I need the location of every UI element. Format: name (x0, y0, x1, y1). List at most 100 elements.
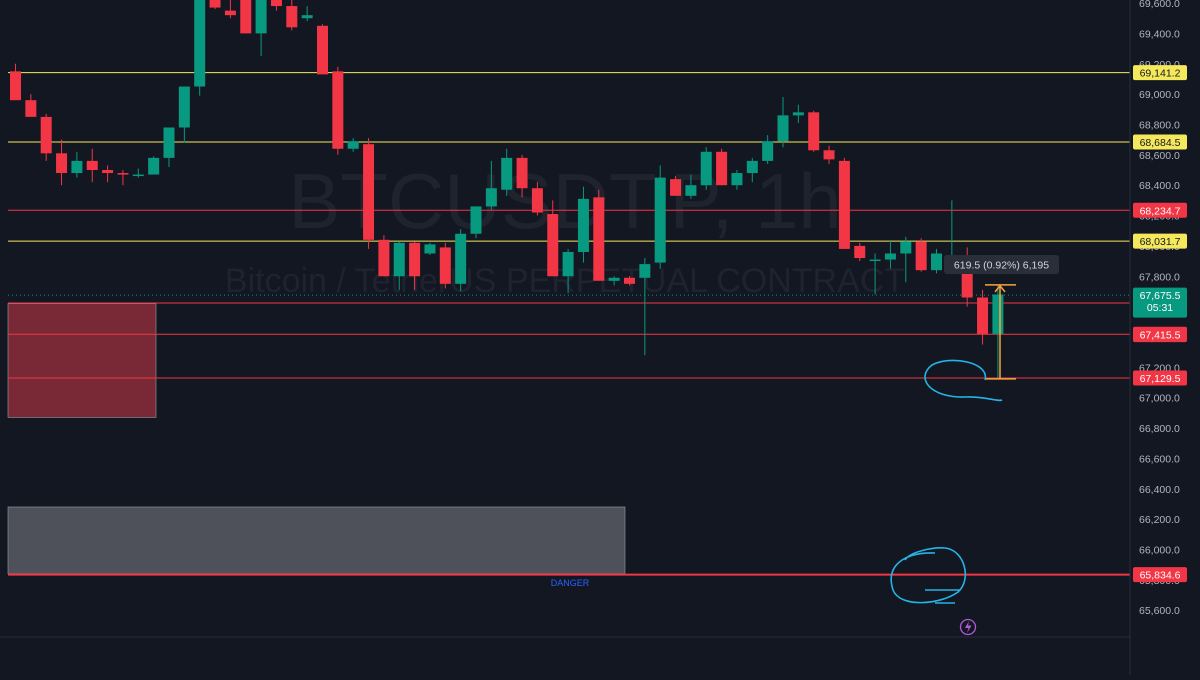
candle-51[interactable] (792, 104, 804, 123)
candle-63[interactable] (977, 289, 989, 345)
measure-tooltip: 619.5 (0.92%) 6,195 (944, 255, 1059, 274)
candle-10[interactable] (163, 127, 175, 167)
annotation-circle-lower (890, 547, 967, 604)
candle-body-44 (685, 185, 697, 196)
y-tick-label: 68,600.0 (1139, 150, 1180, 162)
zone-box-1[interactable] (7, 506, 626, 575)
candle-19[interactable] (301, 6, 313, 22)
candle-35[interactable] (547, 200, 559, 277)
candle-20[interactable] (317, 24, 328, 75)
candle-body-20 (317, 25, 328, 75)
candle-45[interactable] (700, 147, 712, 190)
candle-58[interactable] (900, 236, 912, 283)
candle-31[interactable] (485, 160, 497, 210)
measure-tooltip-bg (944, 255, 1059, 274)
candle-body-19 (301, 15, 313, 19)
candle-body-41 (639, 264, 651, 278)
candle-body-39 (608, 277, 620, 281)
candle-64[interactable] (992, 285, 1004, 378)
candle-21[interactable] (332, 66, 344, 155)
annotation-circle-upper (924, 359, 1003, 402)
candle-body-51 (792, 112, 804, 116)
candle-37[interactable] (577, 186, 589, 263)
candle-40[interactable] (624, 276, 635, 286)
candle-49[interactable] (762, 135, 774, 164)
y-tick-label: 66,600.0 (1139, 453, 1180, 465)
candle-59[interactable] (915, 238, 927, 272)
candle-42[interactable] (654, 165, 666, 269)
candle-16[interactable] (255, 0, 267, 57)
candle-48[interactable] (746, 157, 758, 183)
symbol-watermark: BTCUSDT.P, 1h Bitcoin / TetherUS PERPETU… (225, 157, 905, 300)
candle-5[interactable] (86, 148, 98, 183)
candle-body-36 (562, 251, 574, 277)
candle-60[interactable] (931, 248, 942, 274)
measure-arrow-head (994, 284, 1006, 293)
lightning-icon[interactable] (959, 618, 977, 636)
candle-6[interactable] (102, 165, 114, 183)
candle-43[interactable] (670, 176, 682, 196)
candle-56[interactable] (869, 253, 881, 295)
candle-30[interactable] (470, 206, 482, 239)
candle-27[interactable] (424, 242, 436, 256)
candle-17[interactable] (270, 0, 282, 11)
candle-44[interactable] (685, 174, 697, 199)
candle-13[interactable] (209, 0, 221, 10)
candle-23[interactable] (363, 138, 375, 249)
candle-body-30 (470, 206, 482, 234)
candle-11[interactable] (178, 86, 190, 143)
candle-4[interactable] (71, 151, 83, 178)
candle-50[interactable] (777, 97, 789, 148)
y-tick-label: 66,400.0 (1139, 484, 1180, 496)
price-label-3: 68,031.7 (1140, 236, 1181, 248)
candle-41[interactable] (639, 258, 651, 356)
price-label-2: 68,234.7 (1140, 205, 1181, 217)
candle-body-52 (808, 112, 820, 151)
candle-body-22 (347, 141, 359, 149)
candle-24[interactable] (378, 235, 390, 277)
candle-22[interactable] (347, 138, 359, 152)
candle-12[interactable] (194, 0, 206, 96)
candle-53[interactable] (823, 145, 835, 164)
candle-33[interactable] (516, 154, 528, 198)
candle-46[interactable] (716, 148, 728, 186)
candle-47[interactable] (731, 170, 743, 190)
candle-25[interactable] (393, 241, 405, 290)
price-label-0: 69,141.2 (1140, 68, 1181, 80)
candle-38[interactable] (593, 189, 605, 281)
candle-8[interactable] (132, 168, 144, 178)
candle-28[interactable] (439, 242, 451, 289)
candle-39[interactable] (608, 276, 620, 286)
candle-body-60 (931, 253, 942, 271)
candle-9[interactable] (148, 156, 160, 175)
candle-body-2 (40, 116, 52, 154)
candle-32[interactable] (501, 148, 513, 196)
candle-3[interactable] (56, 139, 68, 186)
candle-26[interactable] (409, 241, 421, 290)
candle-55[interactable] (854, 242, 866, 262)
candle-18[interactable] (286, 0, 298, 31)
current-price-label-0: 67,675.5 (1140, 290, 1181, 302)
candle-body-53 (823, 150, 835, 160)
candle-1[interactable] (25, 94, 37, 117)
candle-0[interactable] (10, 63, 21, 101)
candle-15[interactable] (240, 0, 252, 34)
candle-body-7 (117, 173, 129, 175)
candle-54[interactable] (838, 157, 850, 249)
y-tick-label: 65,600.0 (1139, 605, 1180, 617)
price-label-7: 65,834.6 (1140, 570, 1181, 582)
candle-7[interactable] (117, 170, 129, 186)
candle-body-9 (148, 157, 160, 175)
zone-box-0[interactable] (7, 303, 157, 418)
candle-2[interactable] (40, 113, 52, 161)
candle-34[interactable] (531, 182, 543, 216)
candle-52[interactable] (808, 110, 820, 152)
candle-36[interactable] (562, 248, 574, 293)
candle-57[interactable] (884, 239, 896, 269)
candle-body-14 (224, 10, 236, 16)
price-label-bg-1 (1133, 134, 1187, 150)
candle-14[interactable] (224, 0, 236, 19)
candle-29[interactable] (455, 229, 467, 292)
